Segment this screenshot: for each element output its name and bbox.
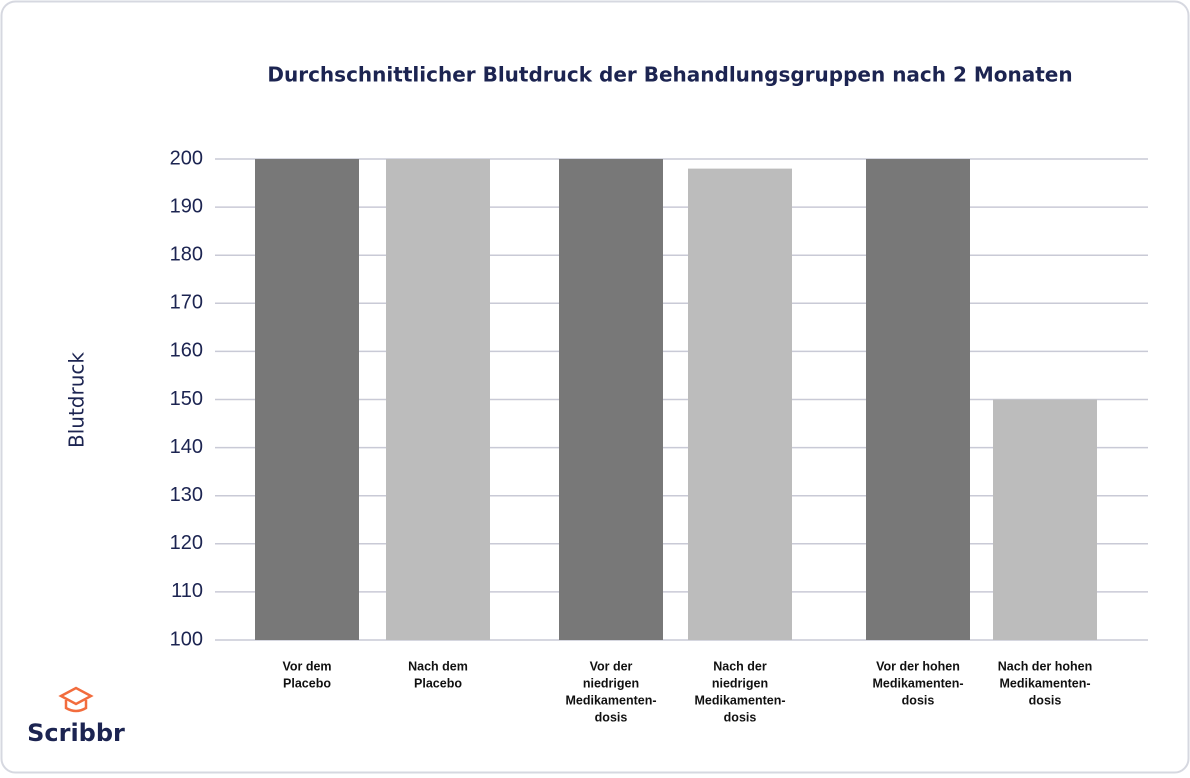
x-tick-label: Nach dem [408, 659, 468, 673]
bar [559, 159, 663, 640]
logo-icon [58, 686, 94, 713]
y-tick-label: 110 [171, 580, 203, 602]
y-tick-label: 120 [170, 532, 203, 554]
x-tick-label: Nach der hohen [998, 659, 1092, 673]
y-tick-label: 200 [170, 147, 203, 169]
chart-title: Durchschnittlicher Blutdruck der Behandl… [267, 63, 1072, 87]
x-tick-label: dosis [1029, 693, 1062, 707]
x-tick-label: Medikamenten- [1000, 676, 1091, 690]
y-tick-label: 170 [170, 292, 203, 314]
x-tick-label: Vor der [590, 659, 633, 673]
bar [255, 159, 359, 640]
x-tick-label: niedrigen [583, 676, 639, 690]
y-tick-label: 130 [170, 484, 203, 506]
x-tick-label: dosis [902, 693, 935, 707]
x-tick-label: Vor der hohen [876, 659, 960, 673]
x-tick-label: Medikamenten- [695, 693, 786, 707]
bar [386, 159, 490, 640]
x-tick-label: dosis [595, 710, 628, 724]
y-tick-label: 190 [170, 195, 203, 217]
bar [993, 399, 1097, 640]
x-tick-label: Nach der [713, 659, 767, 673]
x-tick-label: niedrigen [712, 676, 768, 690]
bar [866, 159, 970, 640]
x-tick-label: Vor dem [282, 659, 331, 673]
y-tick-label: 100 [170, 628, 203, 650]
x-tick-label: Placebo [283, 676, 331, 690]
y-tick-label: 180 [170, 243, 203, 265]
x-tick-label: Medikamenten- [873, 676, 964, 690]
y-tick-label: 160 [170, 340, 203, 362]
y-tick-label: 150 [170, 388, 203, 410]
y-tick-label: 140 [170, 436, 203, 458]
bar [688, 168, 792, 640]
y-axis-label: Blutdruck [65, 352, 89, 448]
x-tick-label: Placebo [414, 676, 462, 690]
logo-text: Scribbr [27, 719, 125, 747]
x-tick-label: Medikamenten- [566, 693, 657, 707]
x-tick-label: dosis [724, 710, 757, 724]
